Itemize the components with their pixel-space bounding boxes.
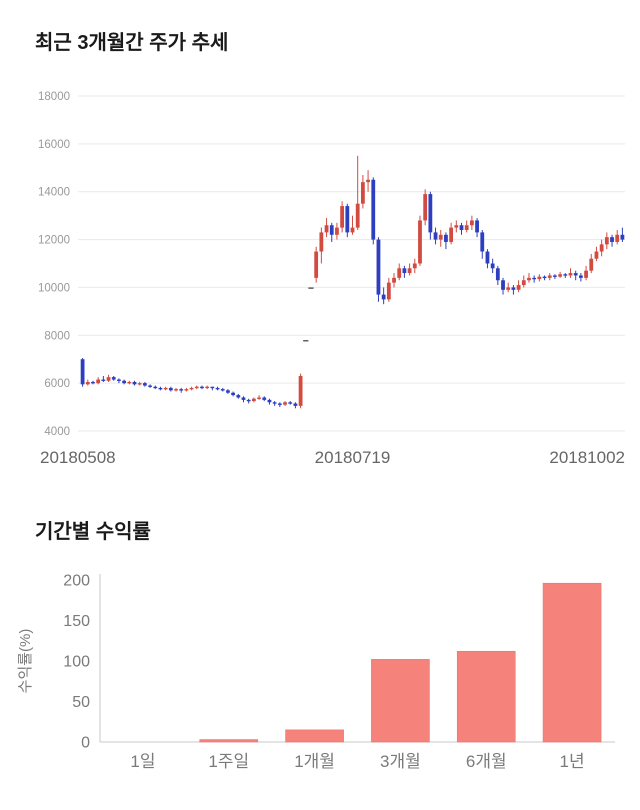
svg-text:100: 100 — [63, 654, 90, 671]
svg-text:6개월: 6개월 — [466, 752, 507, 771]
returns-title: 기간별 수익률 — [35, 521, 151, 543]
svg-text:1개월: 1개월 — [294, 752, 335, 771]
svg-text:1년: 1년 — [560, 752, 585, 771]
price-candlestick-chart: 4000 6000 8000 10000 12000 14000 16000 18000 201… — [38, 91, 625, 467]
svg-text:14000: 14000 — [38, 187, 70, 199]
svg-text:200: 200 — [63, 573, 90, 590]
svg-text:8000: 8000 — [44, 330, 70, 342]
svg-text:20181002: 20181002 — [549, 448, 625, 467]
svg-text:12000: 12000 — [38, 235, 70, 247]
svg-text:3개월: 3개월 — [380, 752, 421, 771]
svg-text:1주일: 1주일 — [208, 752, 249, 771]
svg-text:20180508: 20180508 — [40, 448, 116, 467]
returns-section: 기간별 수익률 0 50 100 150 200 수익률(%) 1일 1주일 1개월 3개월 6개월… — [0, 515, 640, 797]
svg-text:10000: 10000 — [38, 282, 70, 294]
svg-text:16000: 16000 — [38, 139, 70, 151]
svg-text:0: 0 — [81, 735, 90, 752]
price-trend-title: 최근 3개월간 주가 추세 — [35, 32, 229, 54]
svg-text:1일: 1일 — [130, 752, 155, 771]
svg-text:18000: 18000 — [38, 91, 70, 103]
svg-text:150: 150 — [63, 613, 90, 630]
svg-text:50: 50 — [72, 694, 90, 711]
svg-text:20180719: 20180719 — [315, 448, 391, 467]
svg-text:6000: 6000 — [44, 378, 70, 390]
svg-text:수익률(%): 수익률(%) — [17, 629, 34, 694]
returns-bar-chart: 0 50 100 150 200 수익률(%) 1일 1주일 1개월 3개월 6개월 1년 — [17, 573, 615, 771]
svg-text:4000: 4000 — [44, 426, 70, 438]
price-trend-section: 최근 3개월간 주가 추세 4000 6000 8000 10000 12000 1400… — [0, 26, 640, 471]
